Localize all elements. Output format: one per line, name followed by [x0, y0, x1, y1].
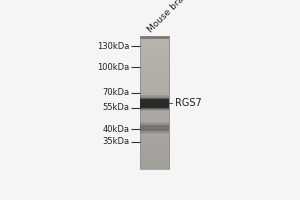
Bar — [140, 97, 169, 110]
Bar — [140, 122, 169, 134]
Text: 130kDa: 130kDa — [97, 42, 129, 51]
Bar — [140, 99, 169, 108]
Text: 55kDa: 55kDa — [102, 103, 129, 112]
Text: 100kDa: 100kDa — [97, 63, 129, 72]
Bar — [140, 36, 169, 169]
Text: RGS7: RGS7 — [175, 98, 201, 108]
Bar — [140, 123, 169, 133]
Text: 40kDa: 40kDa — [102, 125, 129, 134]
Text: Mouse brain: Mouse brain — [146, 0, 191, 34]
Bar — [140, 95, 169, 111]
Bar — [140, 36, 169, 39]
Bar — [140, 98, 169, 109]
Text: 35kDa: 35kDa — [102, 137, 129, 146]
Bar — [140, 125, 169, 131]
Text: 70kDa: 70kDa — [102, 88, 129, 97]
